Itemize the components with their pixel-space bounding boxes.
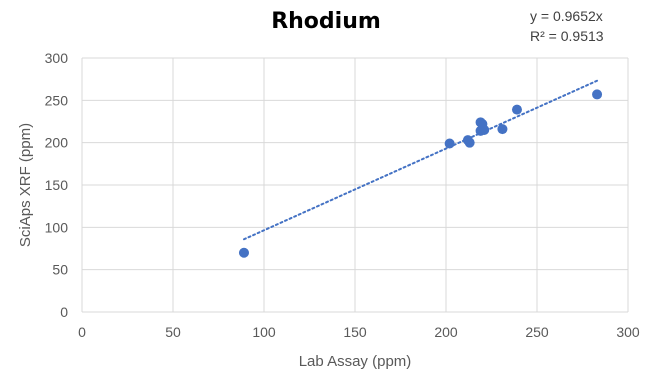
y-tick-label: 200 [45,135,69,151]
x-tick-label: 250 [525,324,549,340]
trendline-r-squared: R² = 0.9513 [530,28,604,44]
chart-title: Rhodium [271,9,381,34]
x-tick-label: 50 [165,324,181,340]
y-axis-label: SciAps XRF (ppm) [17,123,34,247]
y-tick-label: 100 [45,219,69,235]
data-point [238,247,249,258]
x-tick-labels: 0 50 100 150 200 250 300 [78,324,640,340]
data-point [497,124,508,135]
y-tick-label: 50 [52,262,68,278]
data-points [238,89,603,258]
data-point [511,104,522,115]
data-point [464,137,475,148]
x-tick-label: 150 [343,324,367,340]
trendline [242,79,599,241]
y-tick-label: 250 [45,92,69,108]
data-point [479,124,490,135]
x-tick-label: 200 [434,324,458,340]
x-tick-label: 300 [616,324,640,340]
y-tick-label: 300 [45,50,69,66]
trendline-equation: y = 0.9652x [530,8,603,24]
y-tick-label: 0 [60,304,68,320]
y-tick-labels: 0 50 100 150 200 250 300 [45,50,69,320]
x-tick-label: 0 [78,324,86,340]
x-axis-label: Lab Assay (ppm) [299,353,412,370]
y-tick-label: 150 [45,177,69,193]
gridlines [81,57,629,313]
data-point [444,138,455,149]
trendline-group [242,79,599,241]
data-point [592,89,603,100]
x-tick-label: 100 [252,324,276,340]
